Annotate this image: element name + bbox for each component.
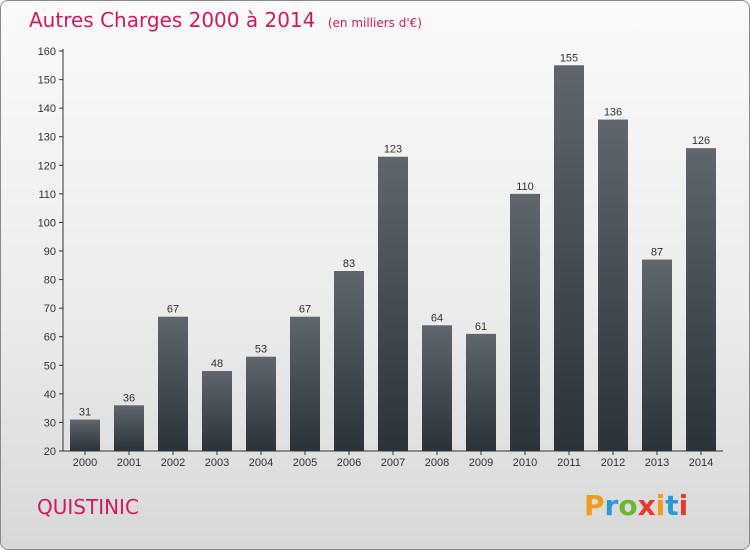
chart-title: Autres Charges 2000 à 2014 — [29, 8, 316, 32]
y-tick-label: 20 — [44, 446, 56, 458]
bar — [466, 333, 496, 451]
data-label: 36 — [123, 392, 135, 404]
data-label: 67 — [167, 304, 179, 316]
bar — [686, 148, 716, 451]
y-axis: 20 30 40 50 60 70 80 90 100 110 120 130 140 150 160 — [38, 46, 64, 458]
y-tick-label: 100 — [38, 217, 56, 229]
x-tick-label: 2004 — [249, 457, 273, 469]
commune-name: QUISTINIC — [37, 495, 139, 519]
bar — [290, 316, 320, 451]
x-tick-label: 2001 — [117, 457, 141, 469]
bar — [378, 156, 408, 451]
y-tick-label: 40 — [44, 389, 56, 401]
bar — [642, 259, 672, 451]
logo-letter: i — [655, 489, 666, 522]
bar — [246, 356, 276, 451]
proxiti-logo[interactable]: Proxiti — [584, 489, 688, 522]
x-tick-label: 2002 — [161, 457, 185, 469]
logo-letter: x — [637, 489, 656, 522]
data-label: 123 — [384, 144, 402, 156]
logo-letter: P — [584, 489, 605, 522]
y-tick-label: 50 — [44, 360, 56, 372]
y-tick-label: 140 — [38, 103, 56, 115]
x-tick-label: 2009 — [469, 457, 493, 469]
y-tick-label: 150 — [38, 75, 56, 87]
x-tick-label: 2014 — [689, 457, 713, 469]
data-label: 83 — [343, 258, 355, 270]
data-labels: 31 36 67 48 53 67 83 123 64 61 110 155 136 87 126 — [79, 52, 710, 418]
data-label: 67 — [299, 304, 311, 316]
data-label: 136 — [604, 107, 622, 119]
data-label: 64 — [431, 312, 443, 324]
y-tick-label: 130 — [38, 132, 56, 144]
bar — [554, 65, 584, 452]
x-tick-label: 2012 — [601, 457, 625, 469]
bar — [334, 271, 364, 451]
logo-letter: t — [665, 489, 679, 522]
logo-letter: r — [604, 489, 619, 522]
logo-letter: i — [678, 489, 689, 522]
x-tick-label: 2006 — [337, 457, 361, 469]
data-label: 53 — [255, 344, 267, 356]
bar — [202, 371, 232, 451]
y-tick-label: 60 — [44, 332, 56, 344]
y-tick-label: 90 — [44, 246, 56, 258]
data-label: 61 — [475, 321, 487, 333]
x-axis: 2000 2001 2002 2003 2004 2005 2006 2007 2008 2009… — [63, 450, 723, 469]
x-tick-label: 2000 — [73, 457, 97, 469]
data-label: 48 — [211, 358, 223, 370]
chart-subtitle: (en milliers d'€) — [327, 16, 422, 30]
y-tick-label: 80 — [44, 275, 56, 287]
x-tick-label: 2005 — [293, 457, 317, 469]
title-row: Autres Charges 2000 à 2014 (en milliers … — [29, 8, 422, 32]
x-tick-label: 2003 — [205, 457, 229, 469]
x-tick-label: 2007 — [381, 457, 405, 469]
bar — [510, 193, 540, 451]
data-label: 31 — [79, 407, 91, 419]
y-tick-label: 160 — [38, 46, 56, 58]
bar — [158, 316, 188, 451]
bar — [598, 119, 628, 452]
x-tick-label: 2013 — [645, 457, 669, 469]
bar — [114, 405, 144, 451]
data-label: 87 — [651, 247, 663, 259]
x-tick-label: 2010 — [513, 457, 537, 469]
data-label: 110 — [516, 181, 534, 193]
y-tick-label: 70 — [44, 303, 56, 315]
bar — [422, 325, 452, 451]
data-label: 155 — [560, 52, 578, 64]
logo-letter: o — [618, 489, 638, 522]
bars — [70, 65, 716, 452]
y-tick-label: 30 — [44, 417, 56, 429]
x-tick-label: 2008 — [425, 457, 449, 469]
y-tick-label: 120 — [38, 160, 56, 172]
y-tick-label: 110 — [38, 189, 56, 201]
x-tick-label: 2011 — [557, 457, 581, 469]
bar — [70, 419, 100, 451]
data-label: 126 — [692, 135, 710, 147]
